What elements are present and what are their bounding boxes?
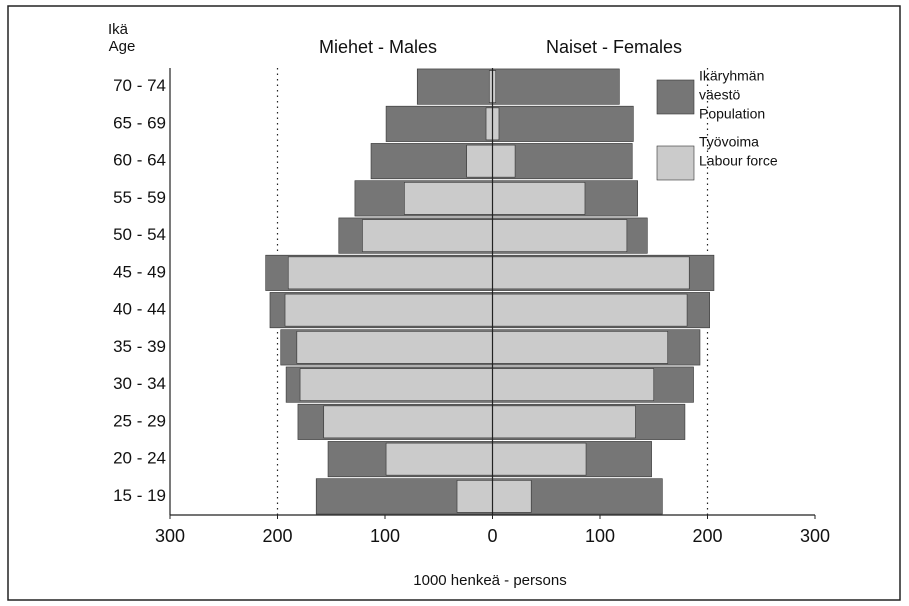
y-tick-label: 55 - 59 [113,188,166,207]
bar [362,219,493,252]
bar [385,105,493,142]
legend-swatch [656,79,695,115]
bar [485,107,493,141]
y-label: Age [109,38,136,55]
y-tick-label: 60 - 64 [113,151,166,170]
bar [492,105,634,142]
x-tick-label: 200 [262,526,292,546]
legend-label: Population [699,106,765,122]
x-tick-label: 300 [155,526,185,546]
x-tick-label: 0 [487,526,497,546]
legend-label: Työvoima [699,134,759,150]
right-header: Naiset - Females [546,37,682,57]
y-tick-label: 45 - 49 [113,262,166,281]
bar [492,68,620,105]
bar [296,331,493,364]
bar [385,442,493,476]
bar [416,68,493,105]
bar [492,219,628,252]
y-tick-label: 40 - 44 [113,300,166,319]
frame [7,5,901,601]
y-tick-label: 65 - 69 [113,113,166,132]
bar [492,293,688,327]
y-tick-label: 30 - 34 [113,374,166,393]
bar [466,144,493,178]
legend-label: Ikäryhmän [699,68,764,84]
bar [323,405,493,439]
bar [492,405,636,439]
bar [492,107,500,141]
bar [492,143,633,180]
bar [299,368,493,401]
bar [492,442,587,476]
bar [492,182,586,215]
bar [492,368,655,401]
bar [284,293,493,327]
bar [492,331,669,364]
x-tick-label: 100 [585,526,615,546]
bar [456,480,493,513]
y-tick-label: 35 - 39 [113,337,166,356]
y-tick-label: 70 - 74 [113,76,166,95]
y-tick-label: 15 - 19 [113,486,166,505]
bar [287,256,493,290]
y-tick-label: 25 - 29 [113,411,166,430]
legend-label: Labour force [699,153,778,169]
bar [492,256,690,290]
y-tick-label: 50 - 54 [113,225,166,244]
legend-label: väestö [699,87,740,103]
y-label: Ikä [108,21,129,38]
x-label: 1000 henkeä - persons [413,572,566,589]
bar [492,144,516,178]
x-tick-label: 200 [692,526,722,546]
x-tick-label: 300 [800,526,830,546]
y-tick-label: 20 - 24 [113,449,166,468]
bar [492,480,532,513]
bar [404,182,493,215]
x-tick-label: 100 [370,526,400,546]
left-header: Miehet - Males [319,37,437,57]
legend-swatch [656,145,695,181]
